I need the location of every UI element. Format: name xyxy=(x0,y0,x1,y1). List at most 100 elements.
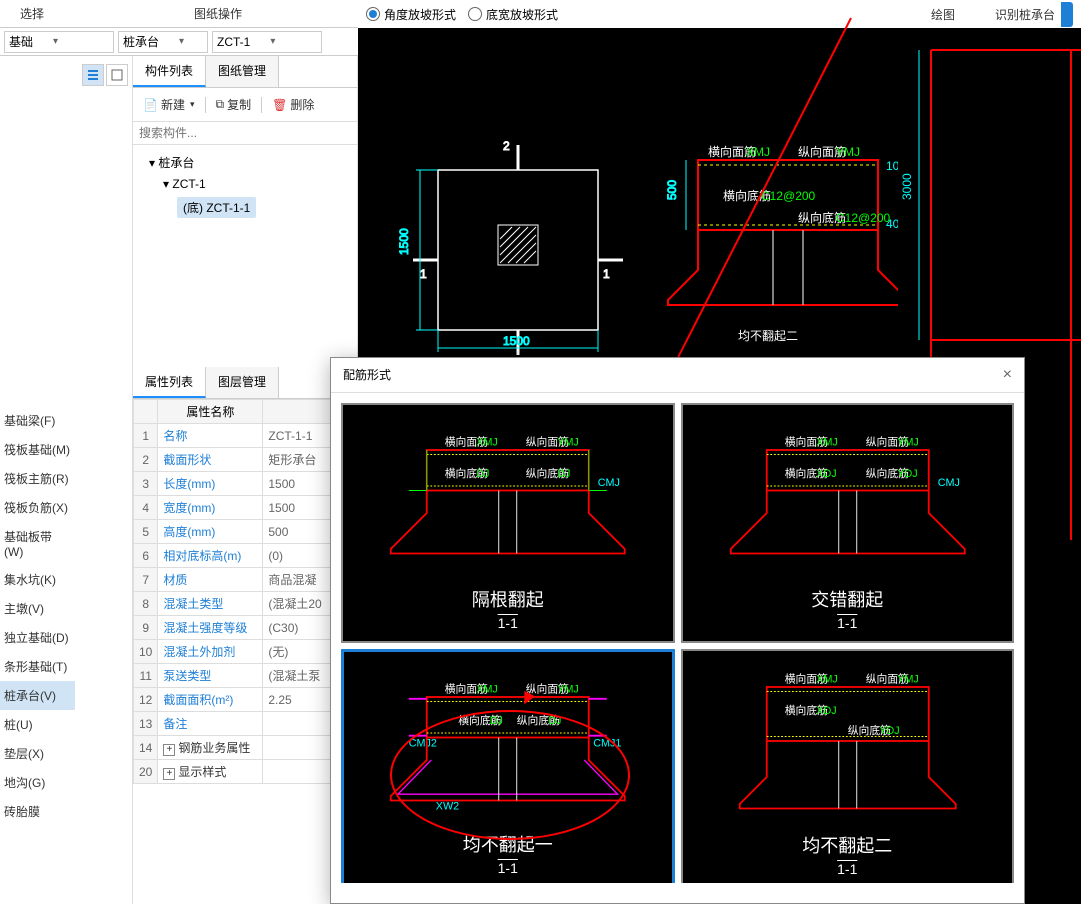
svg-text:XMJ: XMJ xyxy=(746,145,770,159)
svg-text:DJ: DJ xyxy=(490,715,503,727)
copy-button[interactable]: ⧉复制 xyxy=(212,94,256,115)
component-tree: ▾ 桩承台 ▾ ZCT-1 (底) ZCT-1-1 xyxy=(133,145,357,227)
rebar-option-card[interactable]: 横向面筋XMJ纵向面筋YMJ横向底筋DJ纵向底筋DJCMJ隔根翻起1-1 xyxy=(341,403,675,643)
delete-label: 删除 xyxy=(290,96,314,113)
property-row[interactable]: 5高度(mm)500 xyxy=(134,520,357,544)
svg-text:YMJ: YMJ xyxy=(836,145,860,159)
svg-text:YMJ: YMJ xyxy=(897,674,919,686)
svg-text:XMJ: XMJ xyxy=(816,674,838,686)
tree-node-root[interactable]: ▾ 桩承台 xyxy=(139,151,351,174)
svg-text:DJ: DJ xyxy=(557,468,570,480)
left-sidebar: 基础梁(F)筏板基础(M)筏板主筋(R)筏板负筋(X)基础板带(W)集水坑(K)… xyxy=(0,56,75,904)
svg-text:500: 500 xyxy=(665,180,679,200)
sidebar-item[interactable]: 基础梁(F) xyxy=(0,406,75,435)
new-button[interactable]: 📄新建▾ xyxy=(139,94,199,115)
svg-text:YDJ: YDJ xyxy=(879,725,899,737)
dropdown-category-value: 基础 xyxy=(9,33,33,50)
sidebar-item[interactable]: 筏板基础(M) xyxy=(0,435,75,464)
property-row[interactable]: 8混凝土类型(混凝土20 xyxy=(134,592,357,616)
drawing-ops-label[interactable]: 图纸操作 xyxy=(174,5,262,22)
option-label: 均不翻起二1-1 xyxy=(683,832,1013,879)
svg-text:1500: 1500 xyxy=(503,334,530,348)
svg-text:XDJ: XDJ xyxy=(816,705,836,717)
property-row[interactable]: 11泵送类型(混凝土泵 xyxy=(134,664,357,688)
property-row[interactable]: 3长度(mm)1500 xyxy=(134,472,357,496)
svg-text:1: 1 xyxy=(420,267,427,281)
search-input[interactable] xyxy=(133,122,357,145)
svg-text:1500: 1500 xyxy=(397,228,411,255)
dropdown-type[interactable]: 桩承台 ▾ xyxy=(118,31,208,53)
radio-width-slope[interactable]: 底宽放坡形式 xyxy=(468,6,558,23)
copy-icon: ⧉ xyxy=(216,97,225,112)
sidebar-item[interactable]: 筏板负筋(X) xyxy=(0,493,75,522)
close-icon[interactable]: × xyxy=(1003,366,1012,384)
sidebar-item[interactable]: 垫层(X) xyxy=(0,739,75,768)
sidebar-item[interactable]: 桩(U) xyxy=(0,710,75,739)
dropdown-category[interactable]: 基础▾ xyxy=(4,31,114,53)
sidebar-item[interactable]: 地沟(G) xyxy=(0,768,75,797)
sidebar-item[interactable]: 桩承台(V) xyxy=(0,681,75,710)
tab-draw[interactable]: 绘图 xyxy=(931,6,955,23)
sidebar-item[interactable]: 集水坑(K) xyxy=(0,565,75,594)
radio-angle-slope[interactable]: 角度放坡形式 xyxy=(366,6,456,23)
property-row[interactable]: 20+显示样式 xyxy=(134,760,357,784)
tree-node-label: ZCT-1 xyxy=(172,177,205,191)
property-row[interactable]: 2截面形状矩形承台 xyxy=(134,448,357,472)
rebar-option-card[interactable]: 横向面筋XMJ纵向面筋YMJ横向底筋XDJ纵向底筋YDJCMJ交错翻起1-1 xyxy=(681,403,1015,643)
component-toolbar: 📄新建▾ ⧉复制 🗑删除 xyxy=(133,88,357,122)
option-label: 交错翻起1-1 xyxy=(683,586,1013,633)
sidebar-item[interactable]: 基础板带(W) xyxy=(0,522,75,565)
sidebar-item[interactable]: 砖胎膜 xyxy=(0,797,75,826)
property-row[interactable]: 12截面面积(m²)2.25 xyxy=(134,688,357,712)
sidebar-item[interactable]: 筏板主筋(R) xyxy=(0,464,75,493)
chevron-down-icon: ▾ xyxy=(190,99,195,110)
svg-text:DJ: DJ xyxy=(476,468,489,480)
tab-component-list[interactable]: 构件列表 xyxy=(133,56,206,87)
property-row[interactable]: 9混凝土强度等级(C30) xyxy=(134,616,357,640)
radio-icon xyxy=(468,7,482,21)
sidebar-item[interactable]: 独立基础(D) xyxy=(0,623,75,652)
chevron-down-icon: ▾ xyxy=(179,36,184,47)
property-row[interactable]: 1名称ZCT-1-1 xyxy=(134,424,357,448)
property-row[interactable]: 7材质商品混凝 xyxy=(134,568,357,592)
sidebar-item[interactable]: 主墩(V) xyxy=(0,594,75,623)
tree-node-zct1[interactable]: ▾ ZCT-1 xyxy=(139,174,351,194)
tab-property-list[interactable]: 属性列表 xyxy=(133,367,206,398)
tree-node-label: 桩承台 xyxy=(158,156,194,170)
property-row[interactable]: 14+钢筋业务属性 xyxy=(134,736,357,760)
tab-recognize[interactable]: 识别桩承台 xyxy=(995,6,1055,23)
rebar-option-card[interactable]: 横向面筋XMJ纵向面筋YMJ横向底筋DJ纵向底筋DJCMJ2CMJ1XW2均不翻… xyxy=(341,649,675,883)
tree-node-zct11[interactable]: (底) ZCT-1-1 xyxy=(139,194,351,221)
dropdown-type-value: 桩承台 xyxy=(123,33,159,50)
property-row[interactable]: 10混凝土外加剂(无) xyxy=(134,640,357,664)
svg-text:C12@200: C12@200 xyxy=(836,211,891,225)
copy-label: 复制 xyxy=(227,96,251,113)
svg-text:XW2: XW2 xyxy=(436,801,459,813)
view-toggle-panel xyxy=(75,56,133,904)
rebar-option-card[interactable]: 横向面筋XMJ纵向面筋YMJ横向底筋XDJ纵向底筋YDJ均不翻起二1-1 xyxy=(681,649,1015,883)
select-label: 选择 xyxy=(0,5,64,22)
svg-text:3000: 3000 xyxy=(900,173,914,200)
radio-label: 角度放坡形式 xyxy=(384,6,456,23)
list-view-icon[interactable] xyxy=(82,64,104,86)
sidebar-item[interactable]: 条形基础(T) xyxy=(0,652,75,681)
delete-button[interactable]: 🗑删除 xyxy=(268,94,318,115)
dialog-body: 横向面筋XMJ纵向面筋YMJ横向底筋DJ纵向底筋DJCMJ隔根翻起1-1横向面筋… xyxy=(331,393,1024,883)
tab-layer-manage[interactable]: 图层管理 xyxy=(206,367,279,398)
component-tabs: 构件列表 图纸管理 xyxy=(133,56,357,88)
separator xyxy=(205,97,206,113)
dialog-titlebar: 配筋形式 × xyxy=(331,358,1024,393)
tree-node-label: (底) ZCT-1-1 xyxy=(177,197,256,218)
tab-drawing-manage[interactable]: 图纸管理 xyxy=(206,56,279,87)
component-panel: 构件列表 图纸管理 📄新建▾ ⧉复制 🗑删除 ▾ 桩承台 ▾ ZCT-1 (底)… xyxy=(133,56,358,904)
dropdown-component[interactable]: ZCT-1▾ xyxy=(212,31,322,53)
dialog-title: 配筋形式 xyxy=(343,366,391,384)
property-row[interactable]: 6相对底标高(m)(0) xyxy=(134,544,357,568)
grid-view-icon[interactable] xyxy=(106,64,128,86)
property-row[interactable]: 13备注 xyxy=(134,712,357,736)
radio-label: 底宽放坡形式 xyxy=(486,6,558,23)
property-row[interactable]: 4宽度(mm)1500 xyxy=(134,496,357,520)
option-label: 隔根翻起1-1 xyxy=(343,586,673,633)
separator xyxy=(261,97,262,113)
svg-text:2: 2 xyxy=(503,139,510,153)
